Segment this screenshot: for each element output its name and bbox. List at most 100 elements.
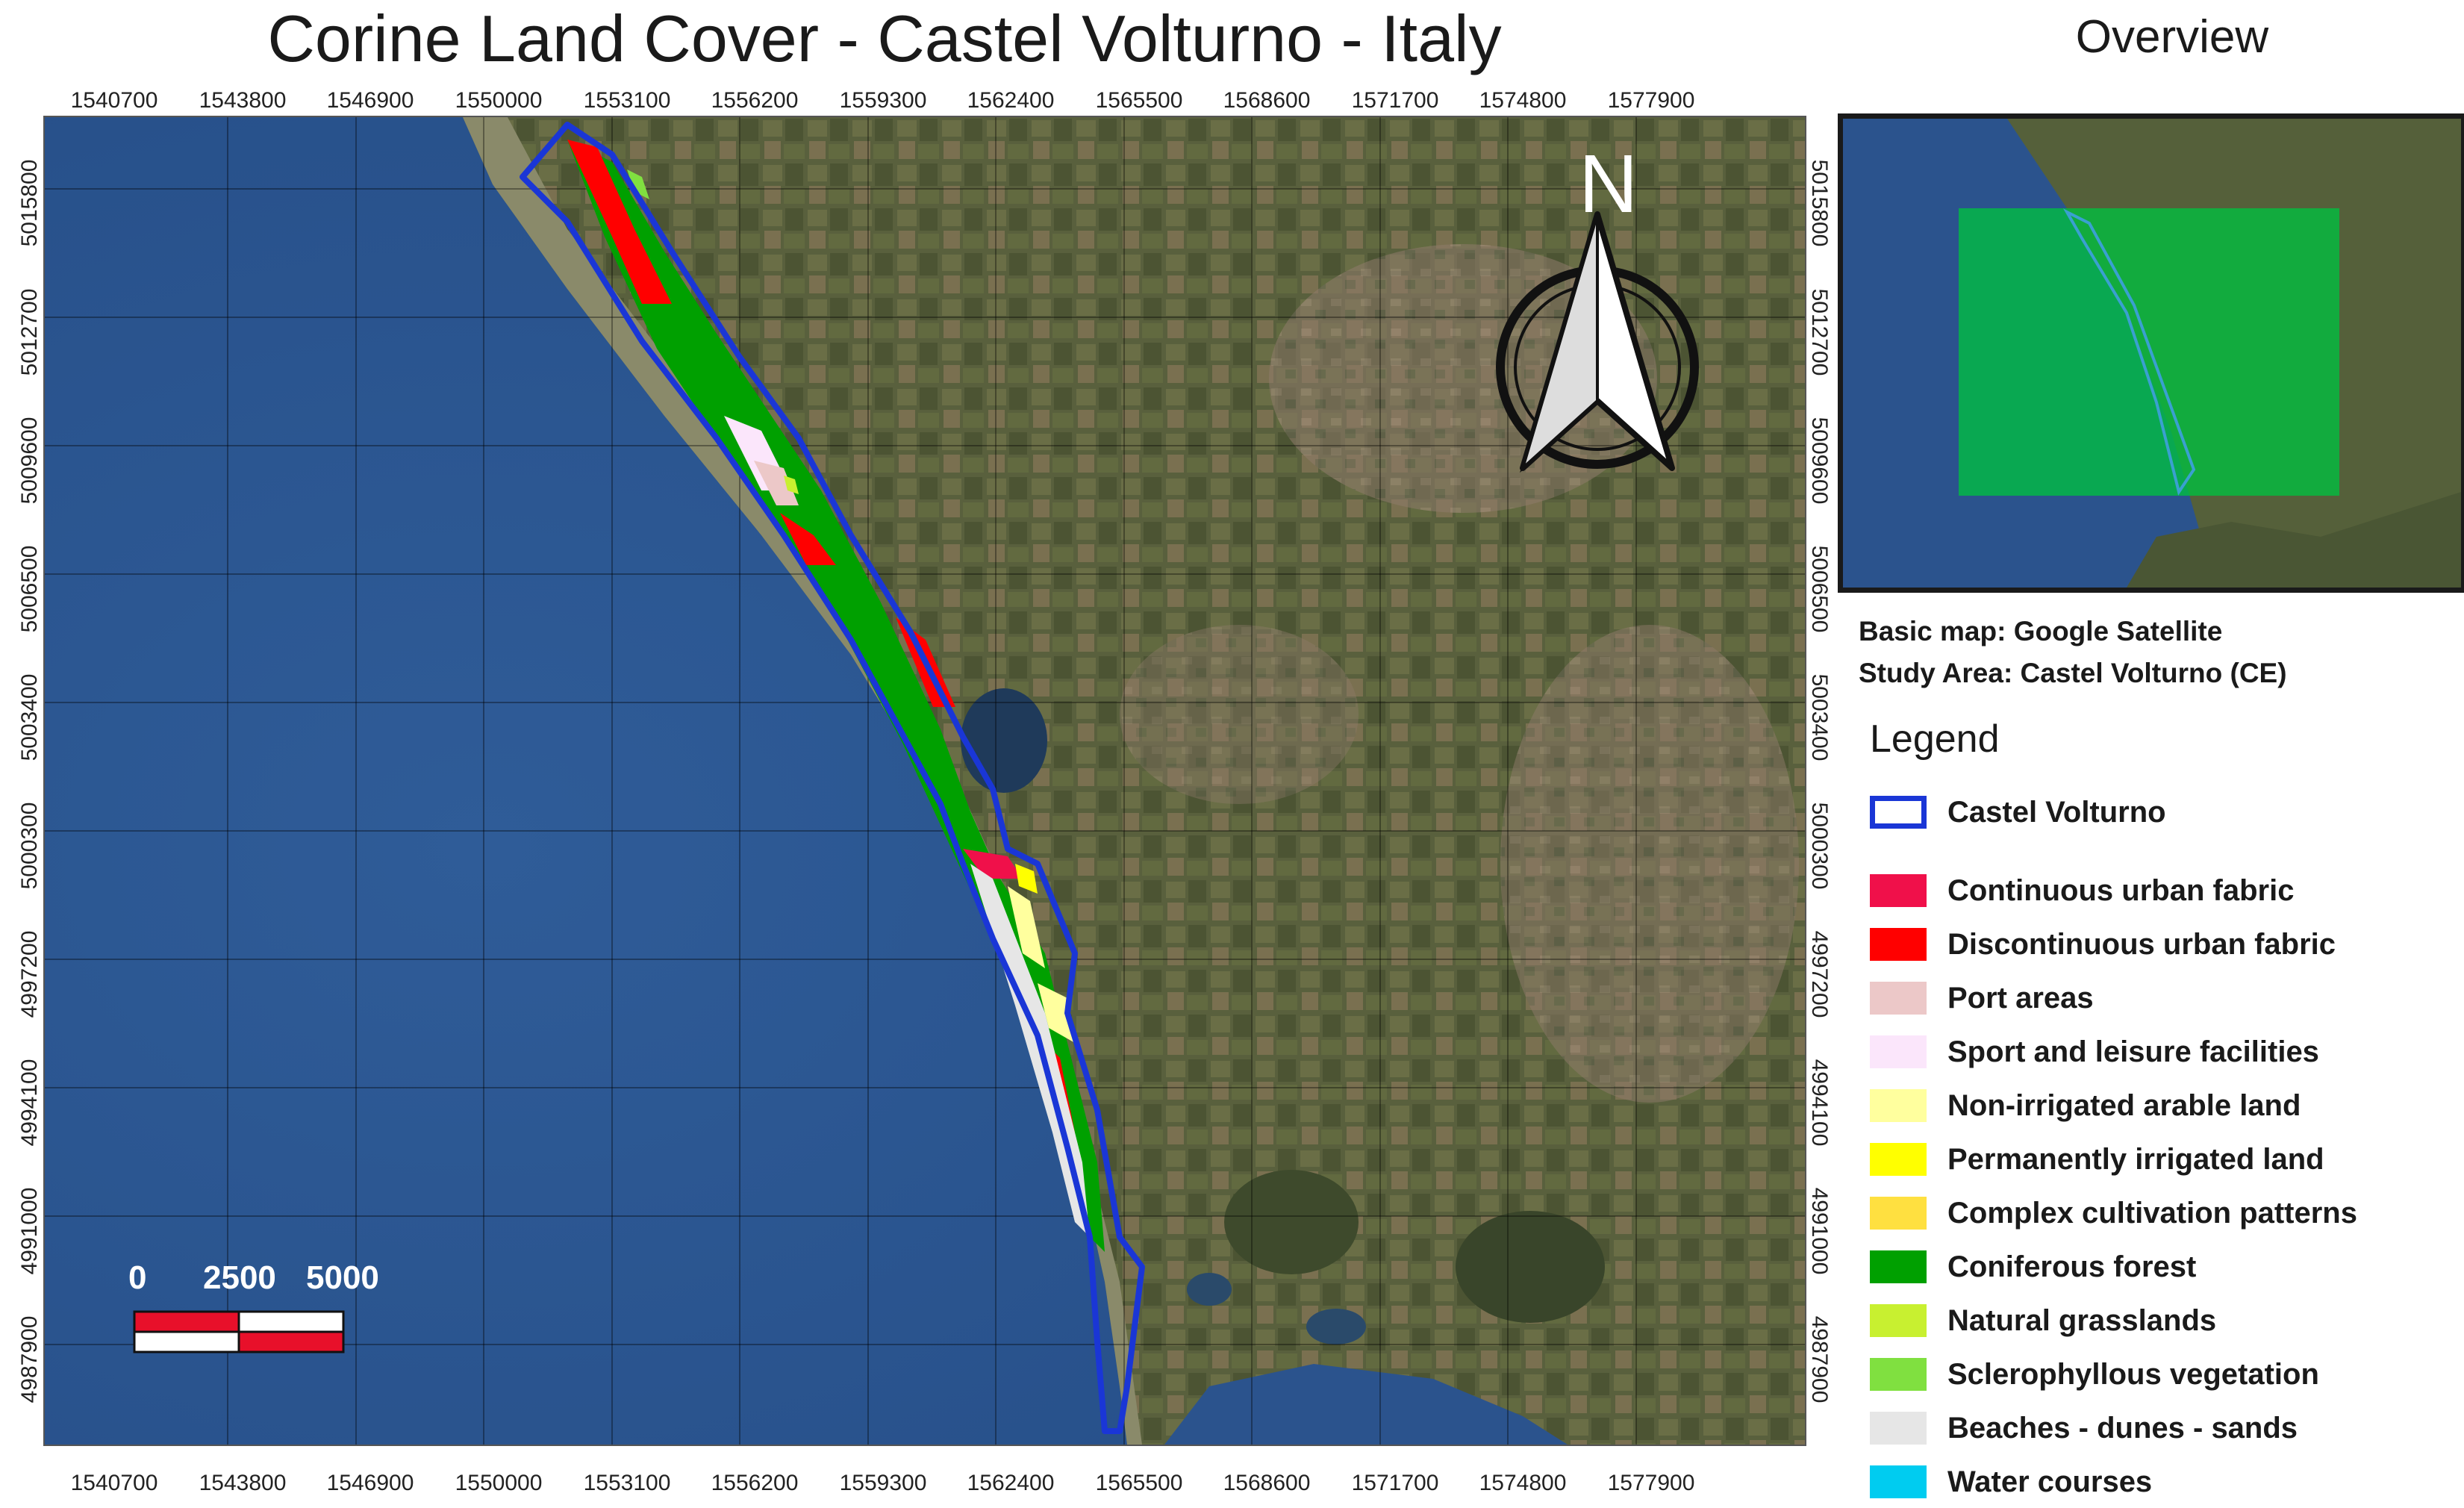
gulf-of-pozzuoli bbox=[1164, 1364, 1568, 1445]
legend-item-boundary: Castel Volturno bbox=[1870, 794, 2166, 831]
natural-grasslands-polygon bbox=[784, 476, 799, 494]
x-tick-label-bottom: 1540700 bbox=[70, 1471, 158, 1495]
urban-area bbox=[1500, 625, 1799, 1103]
x-tick-label-bottom: 1568600 bbox=[1223, 1471, 1311, 1495]
x-tick-label-top: 1559300 bbox=[839, 88, 927, 113]
overview-extent-highlight bbox=[1959, 208, 2339, 496]
y-tick-label-left: 5009600 bbox=[17, 417, 42, 505]
legend-item-non-irrigated-arable: Non-irrigated arable land bbox=[1870, 1087, 2301, 1124]
legend-swatch bbox=[1870, 982, 1927, 1015]
legend-item-port-areas: Port areas bbox=[1870, 979, 2094, 1017]
continuous-urban-polygon bbox=[963, 849, 1023, 879]
permanently-irrigated-polygon bbox=[1015, 864, 1038, 894]
legend-label: Discontinuous urban fabric bbox=[1947, 927, 2336, 961]
non-irrigated-arable-polygon bbox=[1008, 886, 1045, 968]
y-tick-label-right: 5009600 bbox=[1807, 417, 1832, 505]
x-tick-label-bottom: 1565500 bbox=[1095, 1471, 1183, 1495]
x-tick-label-top: 1565500 bbox=[1095, 88, 1183, 113]
overview-title: Overview bbox=[2075, 11, 2269, 63]
x-tick-label-top: 1571700 bbox=[1351, 88, 1439, 113]
legend-swatch bbox=[1870, 1089, 1927, 1122]
legend-label: Coniferous forest bbox=[1947, 1250, 2197, 1283]
x-tick-label-bottom: 1553100 bbox=[583, 1471, 671, 1495]
legend-label: Beaches - dunes - sands bbox=[1947, 1411, 2298, 1445]
non-irrigated-arable-polygon bbox=[1038, 983, 1075, 1043]
port-areas-polygon bbox=[754, 461, 799, 505]
main-map[interactable]: N 0 2500 5000 bbox=[43, 116, 1806, 1446]
y-tick-label-left: 5006500 bbox=[17, 545, 42, 633]
y-tick-label-left: 5012700 bbox=[17, 288, 42, 376]
scale-label-2500: 2500 bbox=[203, 1259, 276, 1296]
legend-label: Continuous urban fabric bbox=[1947, 873, 2295, 907]
x-tick-label-top: 1568600 bbox=[1223, 88, 1311, 113]
legend-swatch bbox=[1870, 1197, 1927, 1230]
overview-coast-south bbox=[2127, 492, 2461, 588]
legend-swatch bbox=[1870, 874, 1927, 907]
legend-label: Castel Volturno bbox=[1947, 795, 2166, 829]
legend-item-continuous-urban: Continuous urban fabric bbox=[1870, 872, 2294, 909]
y-tick-label-right: 4997200 bbox=[1807, 930, 1832, 1018]
legend-item-natural-grasslands: Natural grasslands bbox=[1870, 1302, 2216, 1339]
y-tick-label-left: 5000300 bbox=[17, 802, 42, 890]
legend-label: Complex cultivation patterns bbox=[1947, 1196, 2357, 1230]
legend-label: Water courses bbox=[1947, 1465, 2153, 1498]
crater bbox=[1456, 1211, 1605, 1323]
coordinate-grid bbox=[45, 117, 1805, 1445]
x-tick-label-bottom: 1577900 bbox=[1607, 1471, 1695, 1495]
y-tick-label-right: 5006500 bbox=[1807, 545, 1832, 633]
x-tick-label-top: 1562400 bbox=[967, 88, 1055, 113]
basic-map-text: Basic map: Google Satellite bbox=[1859, 616, 2223, 646]
sclerophyllous-polygon bbox=[627, 169, 649, 199]
legend-item-sclerophyllous: Sclerophyllous vegetation bbox=[1870, 1356, 2319, 1393]
legend-swatch bbox=[1870, 1358, 1927, 1391]
legend-label: Sport and leisure facilities bbox=[1947, 1035, 2319, 1068]
x-tick-label-top: 1546900 bbox=[326, 88, 414, 113]
x-tick-label-top: 1553100 bbox=[583, 88, 671, 113]
map-title: Corine Land Cover - Castel Volturno - It… bbox=[267, 1, 1502, 75]
lagoon bbox=[1187, 1273, 1232, 1306]
legend-swatch bbox=[1870, 1250, 1927, 1283]
y-tick-label-left: 4997200 bbox=[17, 930, 42, 1018]
x-tick-label-top: 1540700 bbox=[70, 88, 158, 113]
scale-bar bbox=[133, 1310, 345, 1353]
discontinuous-urban-polygon bbox=[567, 140, 672, 304]
legend-label: Port areas bbox=[1947, 981, 2094, 1015]
legend-swatch bbox=[1870, 1143, 1927, 1176]
legend-swatch bbox=[1870, 1412, 1927, 1445]
urban-area bbox=[1120, 625, 1359, 804]
y-tick-label-left: 5003400 bbox=[17, 673, 42, 761]
y-tick-label-left: 4991000 bbox=[17, 1187, 42, 1275]
urban-area bbox=[1269, 244, 1657, 513]
y-tick-label-left: 4994100 bbox=[17, 1059, 42, 1147]
map-canvas bbox=[45, 117, 1805, 1445]
study-area-text: Study Area: Castel Volturno (CE) bbox=[1859, 658, 2287, 688]
x-tick-label-bottom: 1556200 bbox=[711, 1471, 799, 1495]
x-tick-label-bottom: 1546900 bbox=[326, 1471, 414, 1495]
y-tick-label-right: 5003400 bbox=[1807, 673, 1832, 761]
y-tick-label-left: 4987900 bbox=[17, 1315, 42, 1403]
legend-item-complex-cultivation: Complex cultivation patterns bbox=[1870, 1194, 2357, 1232]
overview-map[interactable] bbox=[1838, 113, 2464, 593]
lagoon bbox=[1306, 1309, 1366, 1345]
legend-label: Natural grasslands bbox=[1947, 1303, 2217, 1337]
legend-item-coniferous-forest: Coniferous forest bbox=[1870, 1248, 2196, 1286]
lake bbox=[961, 688, 1047, 793]
y-tick-label-right: 5000300 bbox=[1807, 802, 1832, 890]
legend-item-water-courses: Water courses bbox=[1870, 1463, 2152, 1501]
x-tick-label-top: 1577900 bbox=[1607, 88, 1695, 113]
legend-swatch bbox=[1870, 1035, 1927, 1068]
overview-canvas bbox=[1843, 119, 2461, 588]
x-tick-label-bottom: 1559300 bbox=[839, 1471, 927, 1495]
legend-label: Non-irrigated arable land bbox=[1947, 1088, 2301, 1122]
x-tick-label-top: 1556200 bbox=[711, 88, 799, 113]
legend-title: Legend bbox=[1870, 717, 2000, 761]
y-tick-label-right: 4987900 bbox=[1807, 1315, 1832, 1403]
north-arrow bbox=[1496, 211, 1699, 473]
legend-label: Sclerophyllous vegetation bbox=[1947, 1357, 2319, 1391]
x-tick-label-bottom: 1550000 bbox=[455, 1471, 543, 1495]
x-tick-label-bottom: 1574800 bbox=[1479, 1471, 1567, 1495]
boundary-swatch bbox=[1870, 796, 1927, 829]
legend-swatch bbox=[1870, 928, 1927, 961]
x-tick-label-bottom: 1543800 bbox=[199, 1471, 287, 1495]
x-tick-label-top: 1550000 bbox=[455, 88, 543, 113]
